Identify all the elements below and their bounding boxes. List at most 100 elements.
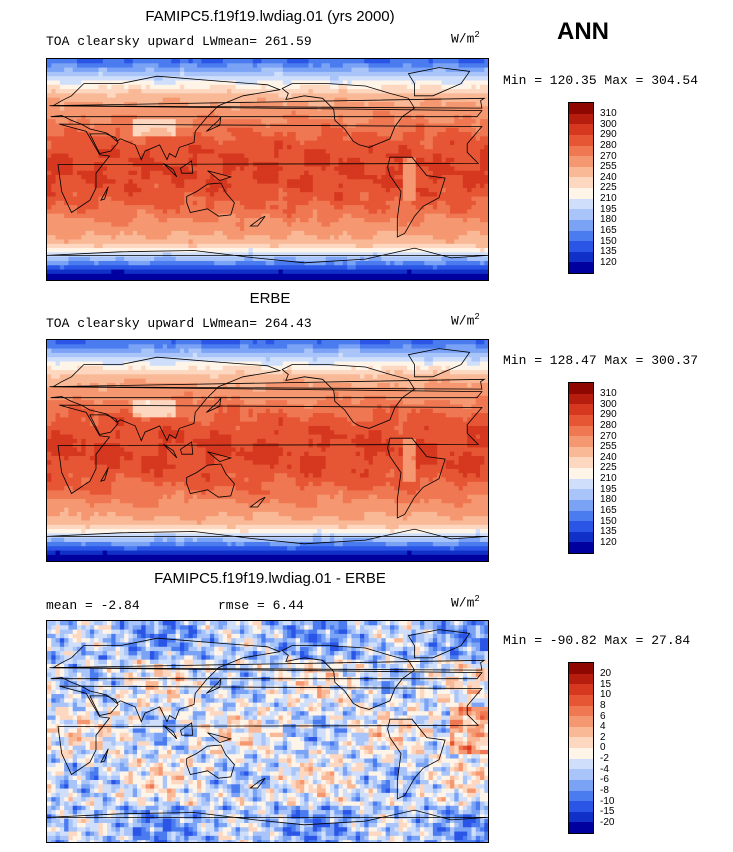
map-cell — [59, 106, 65, 112]
map-cell — [351, 89, 357, 94]
map-cell — [81, 196, 87, 202]
map-cell — [137, 76, 142, 81]
map-cell — [398, 252, 404, 258]
map-cell — [235, 260, 241, 266]
map-cell — [214, 140, 219, 146]
map-cell — [85, 93, 91, 99]
map-cell — [89, 76, 95, 81]
map-cell — [205, 110, 211, 116]
map-cell — [415, 80, 421, 86]
map-cell — [102, 153, 108, 159]
map-cell — [51, 84, 57, 90]
map-cell — [179, 127, 185, 133]
map-cell — [462, 239, 468, 245]
map-cell — [47, 265, 52, 271]
map-cell — [450, 101, 455, 107]
map-cell — [407, 162, 412, 167]
map-cell — [450, 63, 455, 69]
map-cell — [278, 196, 284, 202]
map-cell — [355, 175, 361, 180]
map-cell — [141, 175, 147, 180]
map-cell — [162, 243, 168, 249]
map-cell — [329, 260, 335, 266]
map-cell — [128, 157, 134, 163]
map-cell — [179, 84, 185, 90]
map-cell — [171, 119, 177, 124]
map-cell — [68, 144, 74, 150]
map-cell — [179, 97, 185, 103]
map-cell — [214, 256, 219, 262]
map-cell — [450, 123, 455, 129]
map-cell — [171, 149, 177, 155]
map-cell — [480, 205, 485, 210]
map-cell — [287, 192, 292, 198]
map-cell — [218, 260, 224, 266]
map-cell — [192, 67, 198, 73]
map-cell — [454, 97, 460, 103]
map-cell — [94, 71, 99, 77]
map-cell — [149, 235, 155, 240]
map-cell — [167, 235, 172, 240]
map-cell — [355, 153, 361, 159]
map-cell — [282, 89, 288, 94]
map-cell — [454, 248, 460, 253]
panel-1-map-svg — [47, 59, 488, 280]
map-cell — [372, 59, 378, 64]
map-cell — [81, 175, 87, 180]
map-cell — [261, 123, 267, 129]
map-cell — [55, 76, 61, 81]
map-cell — [77, 127, 82, 133]
map-cell — [317, 80, 322, 86]
map-cell — [282, 192, 288, 198]
map-cell — [81, 260, 87, 266]
map-cell — [342, 93, 348, 99]
map-cell — [424, 205, 430, 210]
map-cell — [72, 248, 78, 253]
map-cell — [154, 101, 159, 107]
map-cell — [415, 101, 421, 107]
map-cell — [205, 63, 211, 69]
map-cell — [239, 187, 245, 193]
map-cell — [137, 170, 142, 176]
map-cell — [295, 59, 301, 64]
map-cell — [458, 243, 464, 249]
map-cell — [317, 93, 322, 99]
map-cell — [154, 114, 159, 120]
map-cell — [304, 119, 310, 124]
map-cell — [398, 84, 404, 90]
map-cell — [450, 110, 455, 116]
map-cell — [407, 252, 412, 258]
map-cell — [188, 84, 194, 90]
map-cell — [209, 93, 215, 99]
map-cell — [308, 71, 314, 77]
map-cell — [85, 101, 91, 107]
map-cell — [458, 209, 464, 215]
map-cell — [111, 84, 117, 90]
map-cell — [171, 80, 177, 86]
map-cell — [394, 200, 400, 206]
map-cell — [55, 248, 61, 253]
map-cell — [214, 132, 219, 137]
map-cell — [385, 218, 391, 223]
map-cell — [359, 71, 365, 77]
map-cell — [334, 222, 340, 228]
map-cell — [205, 175, 211, 180]
map-cell — [471, 140, 477, 146]
map-cell — [394, 140, 400, 146]
map-cell — [72, 218, 78, 223]
map-cell — [359, 187, 365, 193]
map-cell — [454, 213, 460, 219]
map-cell — [484, 89, 488, 94]
map-cell — [261, 127, 267, 133]
map-cell — [295, 166, 301, 172]
map-cell — [334, 179, 340, 185]
map-cell — [338, 80, 344, 86]
map-cell — [132, 59, 138, 64]
map-cell — [467, 209, 472, 215]
map-cell — [407, 144, 412, 150]
map-cell — [167, 149, 172, 155]
map-cell — [175, 89, 181, 94]
map-cell — [59, 67, 65, 73]
map-cell — [372, 67, 378, 73]
map-cell — [458, 162, 464, 167]
